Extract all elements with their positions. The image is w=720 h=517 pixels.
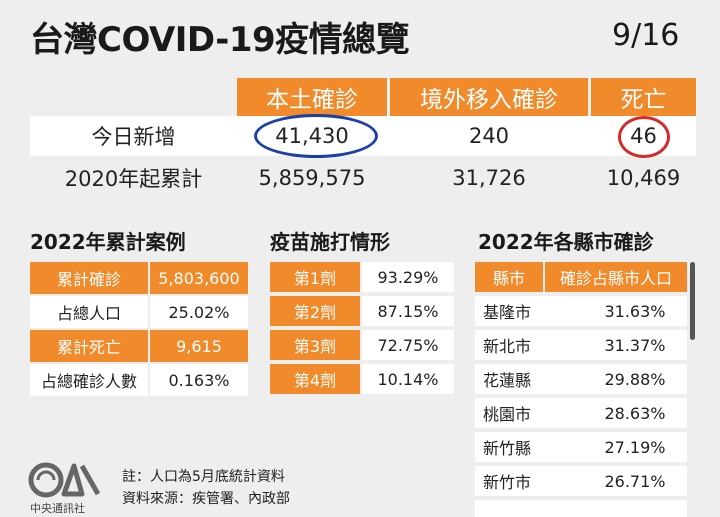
- cna-logo-icon: [28, 462, 101, 498]
- page-title: 台灣COVID-19疫情總覽: [30, 20, 410, 60]
- city-name: 新竹市: [483, 473, 532, 492]
- col-header-imported: 境外移入確診: [390, 78, 588, 116]
- report-date: 9/16: [612, 18, 680, 53]
- city-name: 花蓮縣: [483, 371, 532, 390]
- list-item: 新北市 31.37%: [475, 330, 687, 360]
- cumulative-value-cases: 5,803,600: [150, 262, 248, 294]
- city-value: 31.37%: [604, 335, 666, 355]
- list-item-partial: [475, 500, 687, 517]
- list-item: 新竹市 26.71%: [475, 466, 687, 496]
- list-item: 桃園市 28.63%: [475, 398, 687, 428]
- cumulative-label-deaths: 累計死亡: [30, 330, 148, 362]
- logo-text: 中央通訊社: [30, 502, 85, 515]
- cumulative-section-title: 2022年累計案例: [30, 230, 186, 254]
- cna-logo: 中央通訊社: [26, 460, 106, 515]
- list-item: 花蓮縣 29.88%: [475, 364, 687, 394]
- note-source: 資料來源：疾管署、內政部: [122, 491, 290, 507]
- city-value: 28.63%: [604, 403, 666, 423]
- vaccine-section-title: 疫苗施打情形: [270, 230, 390, 254]
- cumulative-label-death-rate: 占總確診人數: [30, 364, 148, 396]
- vaccine-label-dose3: 第3劑: [270, 330, 360, 360]
- city-name: 基隆市: [483, 303, 532, 322]
- list-item: 新竹縣 27.19%: [475, 432, 687, 462]
- cumulative-imported-value: 31,726: [452, 166, 526, 190]
- cumulative-label-population: 占總人口: [30, 296, 148, 328]
- city-name: 桃園市: [483, 405, 532, 424]
- row-label-cumulative: 2020年起累計: [64, 167, 203, 191]
- vaccine-label-dose4: 第4劑: [270, 364, 360, 394]
- cities-header-value: 確診占縣市人口: [545, 262, 687, 292]
- list-item: 基隆市 31.63%: [475, 296, 687, 326]
- cities-header-name: 縣市: [475, 262, 543, 292]
- cumulative-value-population: 25.02%: [150, 296, 248, 328]
- footer-notes: 註：人口為5月底統計資料 資料來源：疾管署、內政部: [122, 466, 290, 510]
- col-header-deaths: 死亡: [591, 78, 696, 116]
- col-header-local: 本土確診: [237, 78, 387, 116]
- cities-section-title: 2022年各縣市確診: [478, 230, 654, 254]
- scrollbar[interactable]: [690, 262, 695, 340]
- vaccine-value-dose4: 10.14%: [362, 364, 454, 394]
- city-name: 新竹縣: [483, 439, 532, 458]
- cumulative-local-value: 5,859,575: [258, 166, 366, 190]
- vaccine-label-dose2: 第2劑: [270, 296, 360, 326]
- cumulative-label-cases: 累計確診: [30, 262, 148, 294]
- note-population: 註：人口為5月底統計資料: [122, 469, 285, 485]
- city-value: 27.19%: [604, 437, 666, 457]
- highlight-circle-red: [618, 116, 670, 158]
- city-name: 新北市: [483, 337, 532, 356]
- cumulative-deaths-value: 10,469: [606, 166, 681, 190]
- city-value: 31.63%: [604, 301, 666, 321]
- city-value: 29.88%: [604, 369, 666, 389]
- row-label-today: 今日新增: [91, 125, 176, 149]
- vaccine-value-dose3: 72.75%: [362, 330, 454, 360]
- today-imported-value: 240: [468, 124, 510, 148]
- cumulative-value-deaths: 9,615: [150, 330, 248, 362]
- city-value: 26.71%: [604, 471, 666, 491]
- highlight-circle-blue: [254, 114, 378, 158]
- vaccine-value-dose2: 87.15%: [362, 296, 454, 326]
- vaccine-label-dose1: 第1劑: [270, 262, 360, 292]
- cumulative-value-death-rate: 0.163%: [150, 364, 248, 396]
- vaccine-value-dose1: 93.29%: [362, 262, 454, 292]
